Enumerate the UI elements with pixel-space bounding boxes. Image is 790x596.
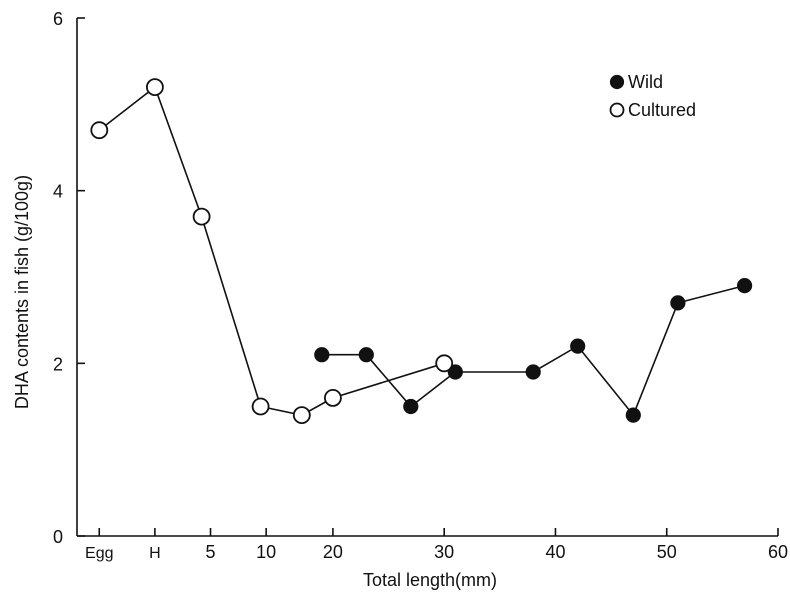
x-tick-label: 20 (323, 542, 343, 562)
y-tick-label: 0 (53, 527, 63, 547)
x-tick-label: 60 (768, 542, 788, 562)
y-axis-title: DHA contents in fish (g/100g) (12, 175, 32, 409)
series-lines (98, 85, 745, 417)
y-tick-label: 4 (53, 182, 63, 202)
x-tick-label: 30 (434, 542, 454, 562)
x-tick-label: H (149, 545, 161, 562)
data-point-wild (447, 364, 463, 380)
data-point-wild (670, 295, 686, 311)
data-point-wild (525, 364, 541, 380)
series-points (90, 78, 753, 425)
x-axis-title: Total length(mm) (363, 570, 497, 590)
legend: Wild Cultured (609, 72, 696, 120)
y-axis-ticks: 0 2 4 6 (53, 9, 85, 547)
x-tick-label: 10 (256, 542, 276, 562)
x-tick-label: 50 (657, 542, 677, 562)
series-line-cultured (98, 85, 445, 416)
x-axis-ticks: Egg H 5 10 20 30 40 50 60 (85, 528, 788, 562)
legend-label-cultured: Cultured (628, 100, 696, 120)
data-point-cultured (292, 406, 311, 425)
y-tick-label: 2 (53, 354, 63, 374)
data-point-wild (625, 407, 641, 423)
legend-marker-wild (609, 74, 625, 90)
data-point-wild (314, 347, 330, 363)
data-point-cultured (435, 354, 454, 373)
plot-axes (76, 18, 778, 537)
x-tick-label: Egg (85, 545, 113, 562)
data-point-cultured (251, 397, 270, 416)
x-tick-label: 5 (206, 542, 216, 562)
legend-marker-cultured (609, 102, 625, 118)
y-tick-label: 6 (53, 9, 63, 29)
data-point-cultured (192, 207, 211, 226)
legend-label-wild: Wild (628, 72, 663, 92)
data-point-cultured (145, 78, 164, 96)
x-tick-label: 40 (545, 542, 565, 562)
data-point-wild (358, 347, 374, 363)
data-point-wild (736, 278, 753, 294)
data-point-cultured (90, 121, 109, 140)
data-point-wild (403, 398, 419, 415)
data-point-cultured (323, 388, 342, 407)
data-point-wild (570, 338, 586, 354)
